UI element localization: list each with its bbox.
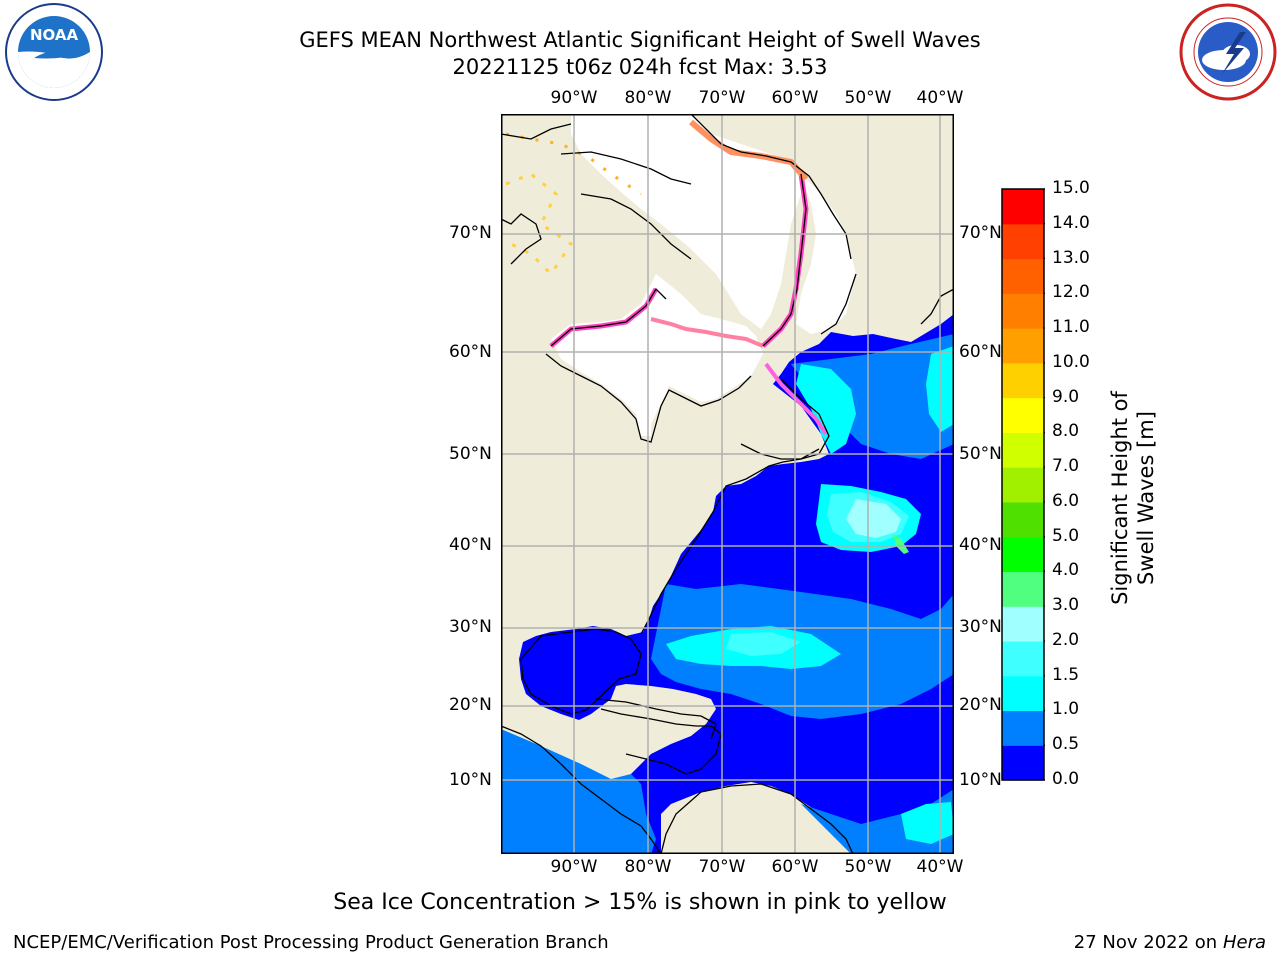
colorbar-tick-label: 15.0: [1052, 178, 1090, 198]
lat-label-right: 50°N: [959, 444, 1002, 464]
colorbar-tick-label: 0.0: [1052, 769, 1080, 789]
colorbar-block: [1002, 710, 1044, 746]
lat-label-right: 60°N: [959, 342, 1002, 362]
colorbar-tick-label: 1.0: [1052, 699, 1080, 720]
colorbar-tick-label: 8.0: [1052, 421, 1080, 442]
ocean-swell-0.5-1: [501, 729, 656, 854]
lat-label-left: 70°N: [449, 223, 492, 243]
sea-ice-edge: [764, 362, 828, 436]
lat-label-left: 10°N: [449, 770, 492, 790]
ocean-swell-1-1.5: [796, 364, 856, 454]
gulf-of-mexico: [521, 629, 641, 714]
footer-host: Hera: [1222, 932, 1266, 953]
arctic-ice-region: [571, 114, 801, 329]
ocean-swell-2-3: [846, 499, 901, 538]
colorbar-tick-label: 3.0: [1052, 595, 1080, 616]
lon-label-bottom: 50°W: [844, 857, 892, 877]
ocean-swell-0-0.5: [501, 314, 954, 854]
colorbar-tick-label: 14.0: [1052, 212, 1090, 233]
lat-label-right: 70°N: [959, 223, 1002, 243]
lat-label-right: 10°N: [959, 770, 1002, 790]
colorbar-tick-label: 9.0: [1052, 386, 1080, 407]
colorbar-block: [1002, 640, 1044, 677]
colorbar-tick-label: 1.5: [1052, 664, 1080, 685]
colorbar-block: [1002, 606, 1044, 642]
lon-label-bottom: 90°W: [550, 857, 598, 877]
swell-map: [501, 114, 954, 854]
lon-label-top: 50°W: [844, 88, 892, 108]
colorbar-block: [1002, 258, 1044, 294]
colorbar-tick-label: 5.0: [1052, 525, 1080, 546]
coastlines: [501, 114, 954, 854]
footer-credit: NCEP/EMC/Verification Post Processing Pr…: [13, 932, 609, 953]
lat-label-right: 40°N: [959, 535, 1002, 555]
sea-ice-fringe: [505, 132, 642, 196]
colorbar-block: [1002, 675, 1044, 712]
footer-date: 27 Nov 2022 on Hera: [1074, 932, 1266, 953]
lon-label-top: 80°W: [624, 88, 672, 108]
sea-ice-edge: [650, 317, 764, 348]
colorbar-block: [1002, 223, 1044, 260]
lon-label-bottom: 80°W: [624, 857, 672, 877]
colorbar-tick-label: 13.0: [1052, 247, 1090, 268]
colorbar-block: [1002, 293, 1044, 329]
graticule: [501, 114, 954, 854]
lon-label-top: 90°W: [550, 88, 598, 108]
colorbar-tick-label: 2.0: [1052, 629, 1080, 650]
lat-label-left: 40°N: [449, 535, 492, 555]
colorbar-block: [1002, 745, 1044, 781]
hudson-bay-region: [551, 274, 763, 436]
lon-label-bottom: 70°W: [698, 857, 746, 877]
ocean-swell-0.5-1: [791, 334, 954, 459]
colorbar-block: [1002, 189, 1044, 225]
chart-subtitle: 20221125 t06z 024h fcst Max: 3.53: [452, 55, 828, 79]
lat-label-left: 60°N: [449, 342, 492, 362]
colorbar: [1001, 188, 1045, 781]
colorbar-label: Significant Height of Swell Waves [m]: [1108, 391, 1158, 605]
colorbar-block: [1002, 501, 1044, 538]
colorbar-block: [1002, 397, 1044, 433]
lat-label-left: 50°N: [449, 444, 492, 464]
lon-label-top: 70°W: [698, 88, 746, 108]
noaa-logo-text: NOAA: [30, 26, 79, 44]
lon-label-top: 60°W: [771, 88, 819, 108]
lat-label-right: 30°N: [959, 617, 1002, 637]
colorbar-block: [1002, 571, 1044, 607]
map-frame: [501, 114, 954, 854]
colorbar-block: [1002, 362, 1044, 399]
colorbar-tick-label: 12.0: [1052, 282, 1090, 303]
colorbar-tick-label: 0.5: [1052, 734, 1080, 755]
ocean-swell-3-4: [893, 534, 909, 554]
ocean-swell-1.5-2: [726, 632, 801, 656]
noaa-logo-icon: NOAA: [5, 3, 103, 101]
colorbar-block: [1002, 432, 1044, 468]
lon-label-top: 40°W: [916, 88, 964, 108]
nws-logo-icon: [1179, 3, 1277, 101]
colorbar-tick-label: 10.0: [1052, 351, 1090, 372]
lon-label-bottom: 60°W: [771, 857, 819, 877]
lat-label-left: 30°N: [449, 617, 492, 637]
colorbar-block: [1002, 328, 1044, 364]
colorbar-tick-label: 7.0: [1052, 456, 1080, 477]
labrador-ice: [796, 174, 856, 334]
colorbar-tick-label: 4.0: [1052, 560, 1080, 581]
colorbar-tick-label: 6.0: [1052, 490, 1080, 511]
lat-label-right: 20°N: [959, 695, 1002, 715]
chart-title: GEFS MEAN Northwest Atlantic Significant…: [299, 28, 981, 52]
sea-ice-edge: [689, 119, 809, 181]
colorbar-block: [1002, 467, 1044, 503]
lon-label-bottom: 40°W: [916, 857, 964, 877]
lat-label-left: 20°N: [449, 695, 492, 715]
sea-ice-note: Sea Ice Concentration > 15% is shown in …: [333, 890, 947, 915]
footer-date-text: 27 Nov 2022 on: [1073, 932, 1218, 953]
colorbar-tick-label: 11.0: [1052, 317, 1090, 338]
colorbar-block: [1002, 536, 1044, 573]
